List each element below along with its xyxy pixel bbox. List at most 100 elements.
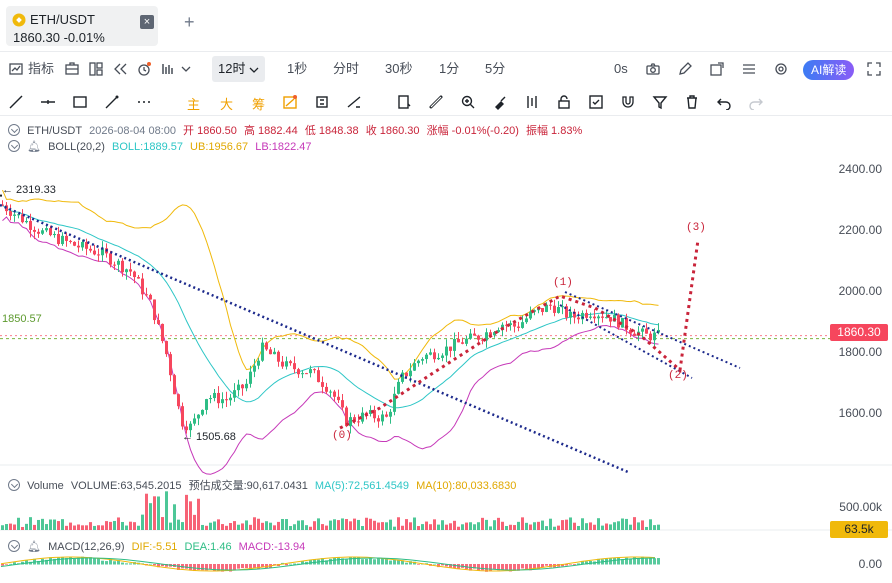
replay-icon[interactable]	[112, 61, 128, 77]
popout-icon[interactable]	[709, 61, 725, 77]
volume-bar	[213, 521, 216, 530]
zero-second-button[interactable]: 0s	[614, 61, 628, 76]
candle-body	[541, 308, 544, 312]
template-icon[interactable]	[64, 61, 80, 77]
timeframe-selector[interactable]: 12时	[212, 56, 266, 82]
auto-draw-icon[interactable]	[282, 94, 298, 110]
volume-bar	[221, 524, 224, 530]
bell-icon[interactable]: 🔔︎	[27, 141, 42, 153]
lock-icon[interactable]	[556, 94, 572, 110]
volume-bar	[601, 525, 604, 530]
chart-type-icon[interactable]	[160, 61, 176, 77]
ai-analysis-button[interactable]: AI解读	[803, 60, 855, 80]
horizontal-line-icon[interactable]	[40, 94, 56, 110]
macd-bar	[453, 564, 456, 568]
toggle-icon[interactable]	[8, 140, 20, 152]
toggle-icon[interactable]	[8, 540, 20, 552]
candle-body	[485, 332, 488, 341]
alert-clock-icon[interactable]	[136, 61, 152, 77]
highlighter-icon[interactable]	[492, 94, 508, 110]
layout-icon[interactable]	[88, 61, 104, 77]
timeframe-5m[interactable]: 5分	[485, 61, 506, 76]
candle-body	[517, 326, 520, 328]
candles-icon[interactable]	[524, 94, 540, 110]
trend-line-icon[interactable]	[8, 94, 24, 110]
macd-bar	[345, 559, 348, 565]
redo-icon[interactable]	[748, 94, 764, 110]
filter-icon[interactable]	[652, 94, 668, 110]
camera-icon[interactable]	[645, 61, 661, 77]
big-order-button[interactable]: 大	[220, 97, 234, 112]
close-icon[interactable]: ×	[140, 15, 154, 29]
undo-icon[interactable]	[716, 94, 732, 110]
macd-bar	[261, 564, 264, 567]
volume-info: Volume VOLUME:63,545.2015 预估成交量:90,617.0…	[8, 477, 520, 493]
volume-bar	[589, 522, 592, 530]
volume-bar	[181, 522, 184, 530]
candle-body	[333, 391, 336, 397]
add-tab-icon[interactable]: +	[184, 12, 195, 32]
indicator-icon[interactable]	[8, 61, 24, 77]
candlestick-chart[interactable]	[0, 120, 892, 583]
rectangle-icon[interactable]	[72, 94, 88, 110]
note-icon[interactable]	[396, 94, 412, 110]
candle-body	[149, 294, 152, 300]
volume-bar	[573, 522, 576, 530]
macd-bar	[629, 558, 632, 565]
timeframe-realtime[interactable]: 分时	[333, 61, 360, 76]
list-settings-icon[interactable]	[741, 61, 757, 77]
chevron-down-icon[interactable]	[180, 61, 192, 77]
zoom-in-icon[interactable]	[460, 94, 476, 110]
timeframe-1s[interactable]: 1秒	[287, 61, 308, 76]
candle-body	[641, 328, 644, 332]
ruler-icon[interactable]	[428, 94, 444, 110]
macd-bar	[29, 561, 32, 565]
symbol-tab[interactable]: ETH/USDT 1860.30 -0.01% ×	[6, 6, 158, 46]
candle-body	[569, 311, 572, 318]
macd-bar	[473, 564, 476, 569]
candle-body	[413, 363, 416, 371]
volume-bar	[321, 524, 324, 530]
candle-body	[433, 352, 436, 360]
chip-button[interactable]: 筹	[252, 97, 266, 112]
toggle-icon[interactable]	[8, 479, 20, 491]
save-template-icon[interactable]	[588, 94, 604, 110]
candle-body	[397, 381, 400, 394]
macd-bar	[109, 558, 112, 565]
candle-body	[309, 369, 312, 374]
gear-icon[interactable]	[773, 61, 789, 77]
channel-upper-line	[564, 291, 741, 369]
bell-icon[interactable]: 🔔︎	[27, 541, 42, 553]
candle-body	[13, 214, 16, 216]
toggle-icon[interactable]	[8, 124, 20, 136]
volume-bar	[649, 519, 652, 530]
timeframe-1m[interactable]: 1分	[439, 61, 460, 76]
macd-bar	[377, 557, 380, 565]
candle-body	[597, 316, 600, 319]
expand-icon[interactable]	[866, 61, 882, 77]
timeframe-30s[interactable]: 30秒	[385, 61, 413, 76]
volume-bar	[525, 522, 528, 530]
volume-bar	[629, 524, 632, 530]
candle-body	[469, 333, 472, 339]
trash-icon[interactable]	[684, 94, 700, 110]
volume-bar	[429, 524, 432, 530]
volume-bar	[441, 520, 444, 530]
main-force-button[interactable]: 主	[187, 97, 201, 112]
macd-bar	[53, 558, 56, 565]
candle-body	[273, 351, 276, 355]
sync-icon[interactable]	[314, 94, 330, 110]
measure-icon[interactable]	[346, 94, 362, 110]
volume-bar	[533, 522, 536, 530]
indicators-button[interactable]: 指标	[28, 61, 55, 76]
brush-icon[interactable]	[104, 94, 120, 110]
volume-bar	[457, 526, 460, 530]
macd-bar	[129, 563, 132, 565]
more-icon[interactable]	[136, 94, 152, 110]
macd-bar	[237, 564, 240, 569]
magnet-icon[interactable]	[620, 94, 636, 110]
volume-value: VOLUME:63,545.2015	[70, 480, 182, 492]
pencil-icon[interactable]	[677, 61, 693, 77]
macd-bar	[529, 564, 532, 571]
chart-area[interactable]: ETH/USDT 2026-08-04 08:00 开 1860.50 高 18…	[0, 120, 892, 583]
